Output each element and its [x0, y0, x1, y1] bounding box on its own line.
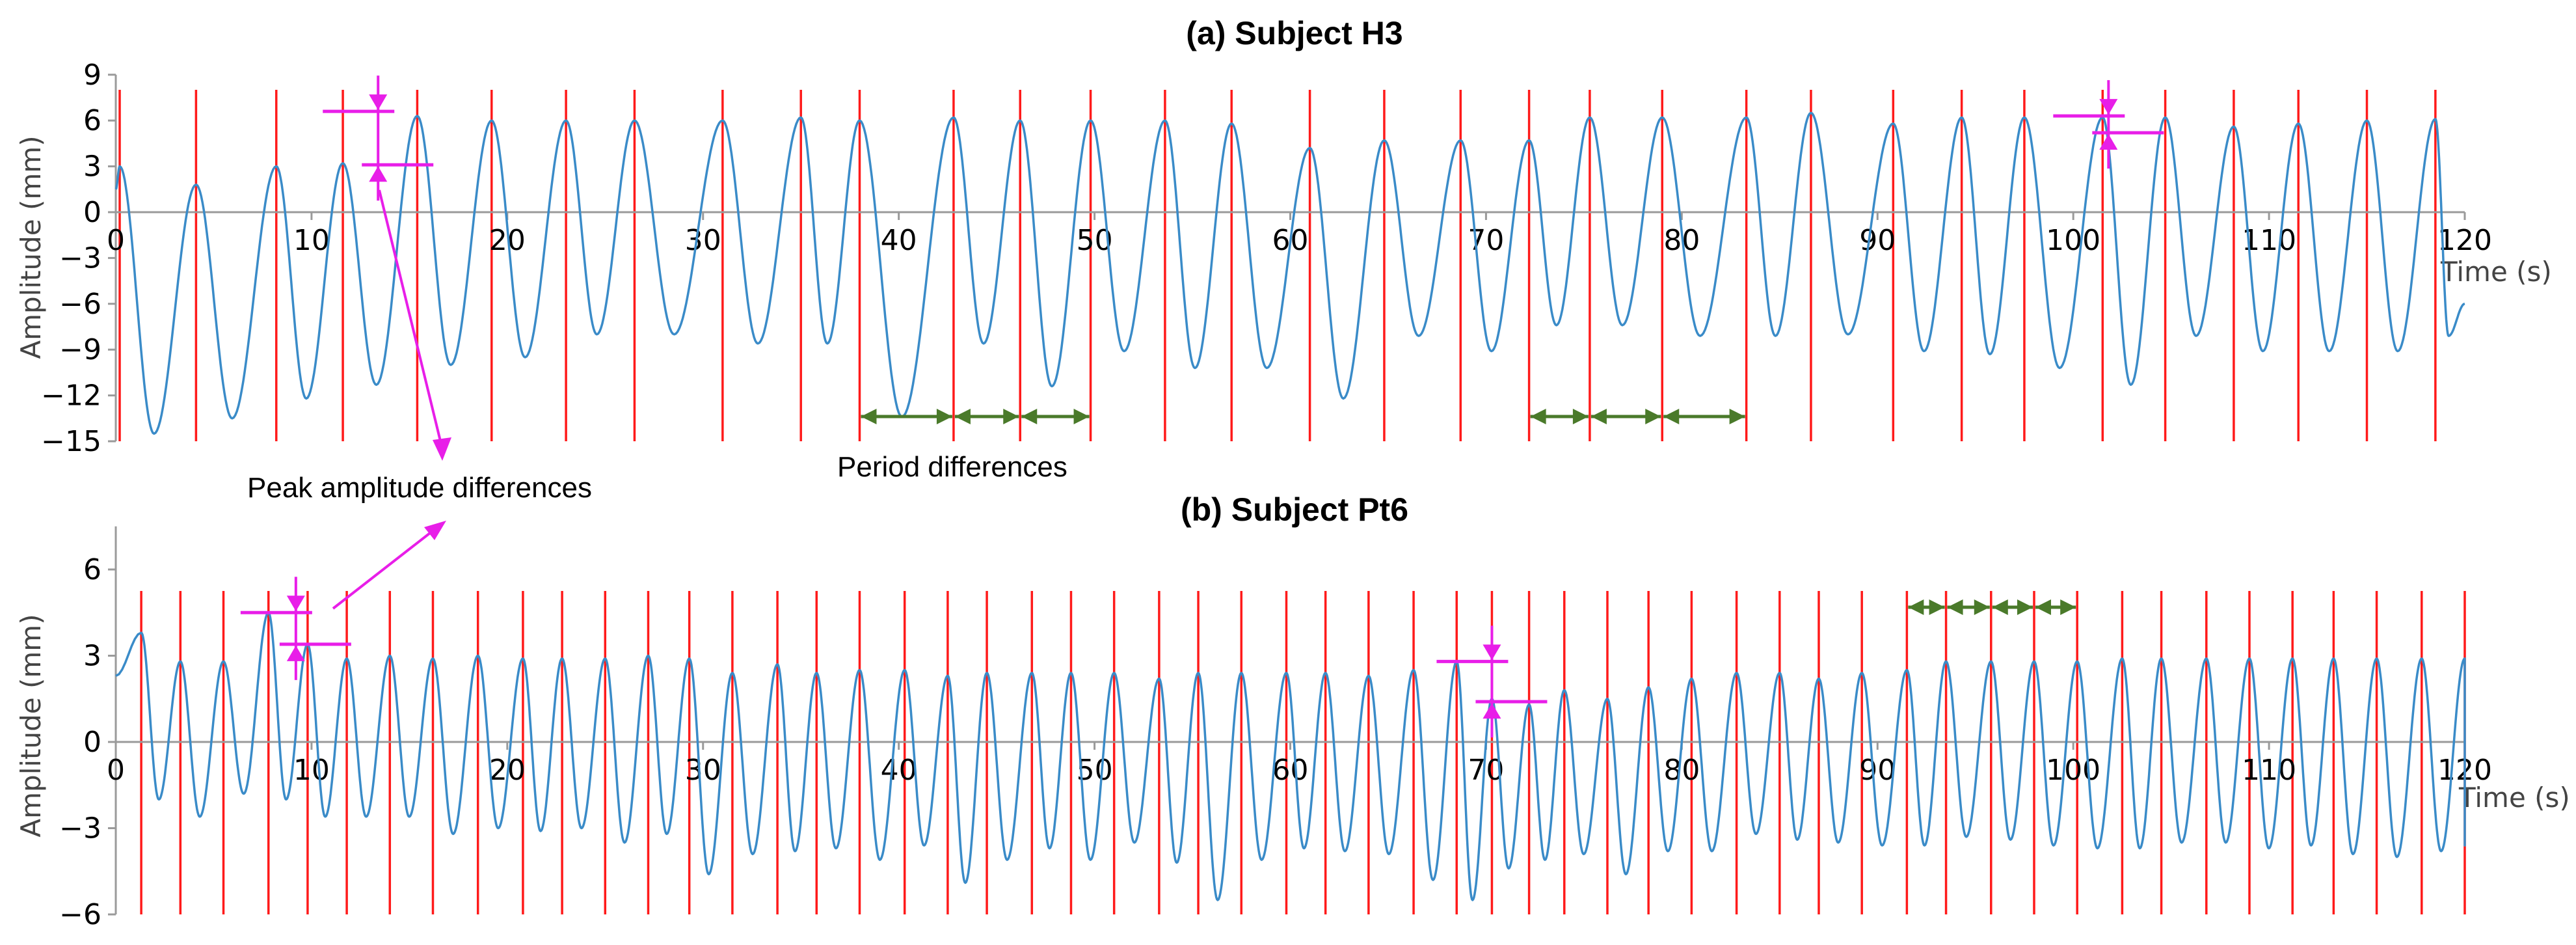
y-tick-label: 6: [83, 104, 101, 137]
period-arrowhead-left: [2035, 599, 2051, 615]
y-axis-label: Amplitude (mm): [15, 614, 47, 837]
breathing-signal-line: [115, 611, 2466, 901]
period-arrowhead-right: [1974, 599, 1990, 615]
chart-title: (a) Subject H3: [1186, 15, 1402, 51]
x-tick-label: 110: [2242, 224, 2296, 257]
x-tick-label: 90: [1859, 754, 1896, 787]
x-axis-label: Time (s): [2440, 256, 2552, 288]
x-tick-label: 40: [881, 754, 917, 787]
y-axis-label: Amplitude (mm): [15, 135, 47, 359]
y-tick-label: −12: [41, 379, 101, 413]
period-arrowhead-right: [2017, 599, 2033, 615]
amplitude-arrowhead-up: [286, 645, 305, 661]
x-tick-label: 60: [1272, 754, 1309, 787]
amplitude-arrowhead-down: [286, 596, 305, 612]
amplitude-arrowhead-down: [369, 94, 388, 111]
peak-pointer-line-b: [332, 527, 437, 610]
amplitude-arrowhead-up: [1483, 703, 1501, 719]
amplitude-arrowhead-up: [369, 166, 388, 182]
y-tick-label: 9: [83, 59, 101, 92]
x-tick-label: 10: [293, 754, 330, 787]
breathing-signal-line: [114, 111, 2465, 435]
x-tick-label: 30: [685, 754, 721, 787]
period-arrowhead-left: [1992, 599, 2008, 615]
y-tick-label: −9: [59, 333, 101, 366]
x-tick-label: 100: [2046, 754, 2100, 787]
chart-title: (b) Subject Pt6: [1181, 491, 1408, 528]
amplitude-arrowhead-down: [1483, 644, 1501, 661]
x-tick-label: 120: [2437, 224, 2492, 257]
period-arrowhead-right: [1003, 409, 1019, 424]
period-arrowhead-right: [2060, 599, 2076, 615]
period-arrowhead-left: [1663, 409, 1680, 424]
period-arrowhead-left: [954, 409, 971, 424]
x-tick-label: 0: [107, 754, 125, 787]
x-tick-label: 40: [881, 224, 917, 257]
y-tick-label: 6: [83, 553, 101, 586]
x-axis-label: Time (s): [2458, 782, 2570, 814]
x-tick-label: 100: [2046, 224, 2100, 257]
period-arrowhead-right: [1929, 599, 1945, 615]
period-arrowhead-left: [1947, 599, 1963, 615]
period-arrowhead-left: [1021, 409, 1038, 424]
x-tick-label: 80: [1663, 754, 1700, 787]
peak-pointer-line-a: [378, 189, 444, 450]
y-tick-label: 3: [83, 150, 101, 184]
peak-pointer-arrowhead-a: [433, 437, 451, 461]
y-tick-label: −6: [59, 288, 101, 321]
peak-amplitude-label: Peak amplitude differences: [247, 472, 592, 504]
x-tick-label: 10: [293, 224, 330, 257]
y-tick-label: −3: [59, 241, 101, 275]
y-tick-label: 0: [83, 726, 101, 759]
x-tick-label: 30: [685, 224, 721, 257]
amplitude-arrowhead-up: [2099, 133, 2118, 150]
peak-pointer-arrowhead-b: [424, 521, 446, 540]
period-differences-label: Period differences: [837, 451, 1067, 483]
amplitude-arrowhead-down: [2099, 99, 2118, 115]
x-tick-label: 90: [1859, 224, 1896, 257]
x-tick-label: 110: [2242, 754, 2296, 787]
annotation-overlay: Peak amplitude differences Period differ…: [247, 189, 1067, 610]
y-tick-label: −3: [59, 812, 101, 845]
period-arrowhead-right: [1729, 409, 1745, 424]
y-tick-label: 0: [83, 196, 101, 229]
y-tick-label: −6: [59, 898, 101, 931]
period-arrowhead-left: [861, 409, 877, 424]
period-arrowhead-right: [1645, 409, 1661, 424]
period-arrowhead-left: [1590, 409, 1607, 424]
period-arrowhead-left: [1530, 409, 1546, 424]
period-arrowhead-right: [1073, 409, 1090, 424]
x-tick-label: 0: [107, 224, 125, 257]
y-tick-label: −15: [41, 425, 101, 458]
period-arrowhead-right: [936, 409, 952, 424]
y-tick-label: 3: [83, 640, 101, 673]
period-arrowhead-left: [1908, 599, 1924, 615]
period-arrowhead-right: [1572, 409, 1589, 424]
